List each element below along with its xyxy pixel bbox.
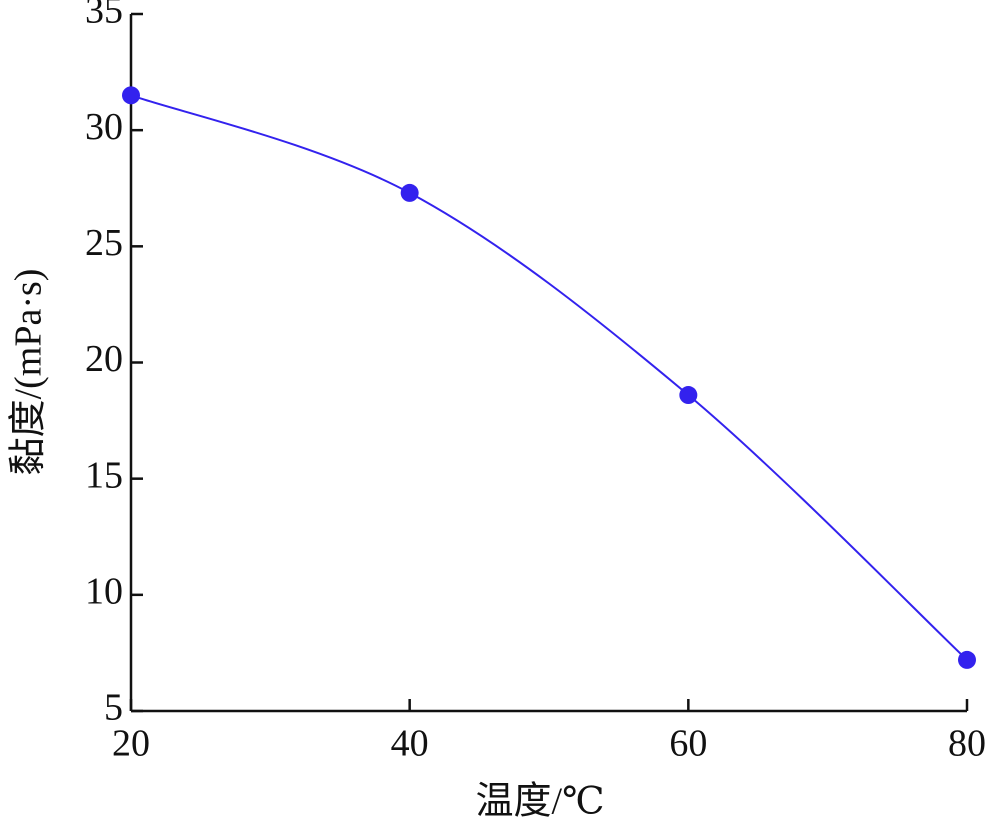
data-point <box>958 650 976 669</box>
y-tick-label: 5 <box>104 687 123 729</box>
x-tick-label: 60 <box>669 723 707 765</box>
y-tick-label: 20 <box>85 338 123 380</box>
x-tick-label: 40 <box>391 723 429 765</box>
y-tick-label: 15 <box>85 454 123 496</box>
y-axis-label: 黏度/(mPa·s) <box>8 269 50 476</box>
y-tick-label: 35 <box>85 0 123 32</box>
data-point <box>679 386 698 405</box>
y-tick-label: 10 <box>85 571 123 613</box>
y-tick-label: 25 <box>85 222 123 264</box>
data-point <box>400 183 419 202</box>
series-line <box>130 94 968 661</box>
x-tick-label: 20 <box>112 723 150 765</box>
x-axis-label: 温度/℃ <box>475 781 604 823</box>
y-tick-label: 30 <box>85 106 123 148</box>
x-tick-label: 80 <box>948 723 986 765</box>
data-point <box>122 86 140 105</box>
